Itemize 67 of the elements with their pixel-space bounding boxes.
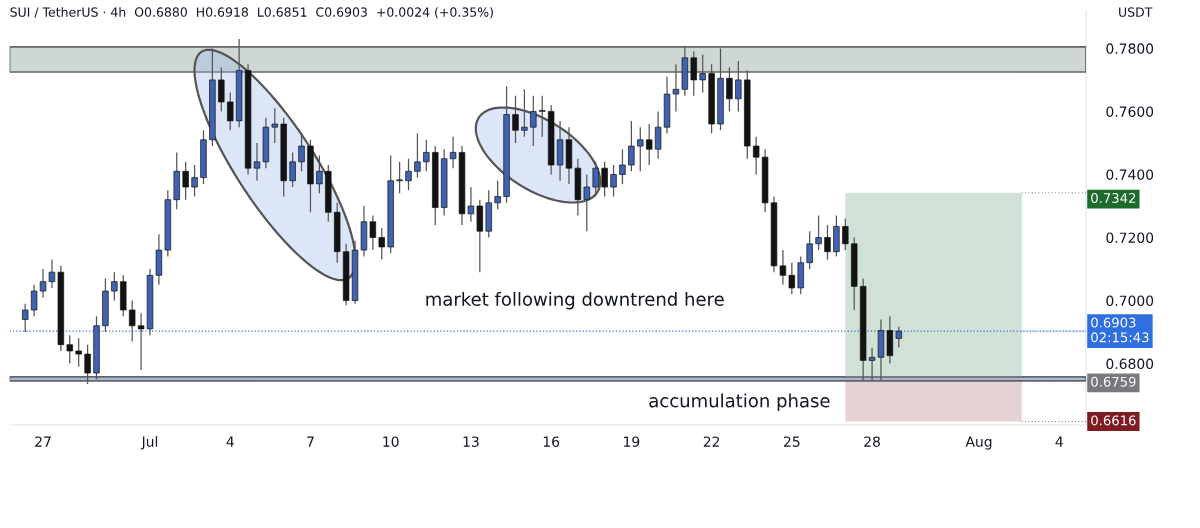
chart-title: SUI / TetherUS · 4h O0.6880 H0.6918 L0.6851 C0.6903 +0.0024 (+0.35%): [10, 7, 493, 19]
candlestick: [316, 154, 323, 194]
band-label: 0.7342: [1091, 192, 1136, 203]
candlestick: [521, 88, 528, 138]
candlestick: [396, 161, 403, 194]
candlestick: [824, 224, 831, 261]
candlestick: [815, 214, 822, 251]
candlestick: [583, 173, 590, 232]
y-tick-label: 0.7400: [1106, 169, 1154, 180]
x-tick-label: 16: [543, 436, 560, 447]
y-axis-title: USDT: [1119, 7, 1153, 17]
y-tick-label: 0.7800: [1106, 43, 1154, 54]
x-tick-label: 27: [35, 436, 51, 447]
candlestick: [610, 164, 617, 198]
candlestick: [111, 271, 118, 302]
y-tick-label: 0.7200: [1106, 232, 1154, 243]
band-label: 0.6616: [1091, 415, 1136, 426]
candlestick: [842, 217, 849, 251]
candlestick: [405, 158, 412, 191]
candlestick: [637, 126, 644, 172]
candlestick: [895, 325, 902, 349]
candlestick: [592, 161, 599, 198]
y-tick-label: 0.6800: [1106, 358, 1154, 370]
ref-line-label: 0.6903 02:15:43: [1091, 317, 1149, 343]
candlestick: [512, 95, 519, 144]
candlestick: [66, 334, 73, 365]
ref-line-label: 0.6759: [1091, 376, 1136, 387]
candlestick: [539, 95, 546, 138]
candlestick: [298, 132, 305, 172]
y-tick-label: 0.7600: [1106, 106, 1154, 117]
x-tick-label: Aug: [965, 436, 992, 450]
candlestick: [619, 148, 626, 185]
candlestick: [628, 120, 635, 172]
y-tick-label: 0.7000: [1106, 295, 1154, 307]
candlestick: [646, 123, 653, 166]
x-tick-label: 19: [624, 436, 640, 447]
annotation: accumulation phase: [649, 393, 830, 411]
candlestick: [289, 151, 296, 188]
candlestick: [752, 136, 760, 176]
candlestick: [369, 214, 377, 251]
candlestick: [601, 161, 608, 198]
x-tick-label: 28: [864, 436, 880, 447]
x-tick-label: Jul: [140, 436, 158, 450]
candlestick: [271, 107, 278, 144]
candlestick: [423, 139, 430, 172]
x-tick-label: 7: [307, 436, 314, 447]
candlestick: [128, 299, 136, 343]
x-tick-label: 10: [383, 436, 399, 447]
candlestick: [191, 164, 198, 198]
candlestick: [530, 95, 537, 147]
x-tick-label: 22: [703, 436, 720, 447]
candlestick: [30, 284, 38, 317]
candlestick: [788, 262, 796, 295]
x-tick-label: 4: [226, 436, 234, 447]
x-tick-label: 4: [1055, 436, 1063, 447]
candlestick: [227, 91, 234, 131]
candlestick: [378, 227, 385, 261]
candlestick: [182, 161, 189, 201]
candlestick: [75, 337, 82, 368]
candlestick: [654, 110, 662, 160]
candlestick: [494, 180, 501, 210]
annotation: market following downtrend here: [426, 291, 724, 310]
candlestick: [806, 230, 813, 270]
x-tick-label: 13: [463, 436, 479, 447]
candlestick: [22, 303, 29, 333]
x-tick-label: 25: [784, 436, 800, 447]
candlestick: [414, 132, 421, 179]
